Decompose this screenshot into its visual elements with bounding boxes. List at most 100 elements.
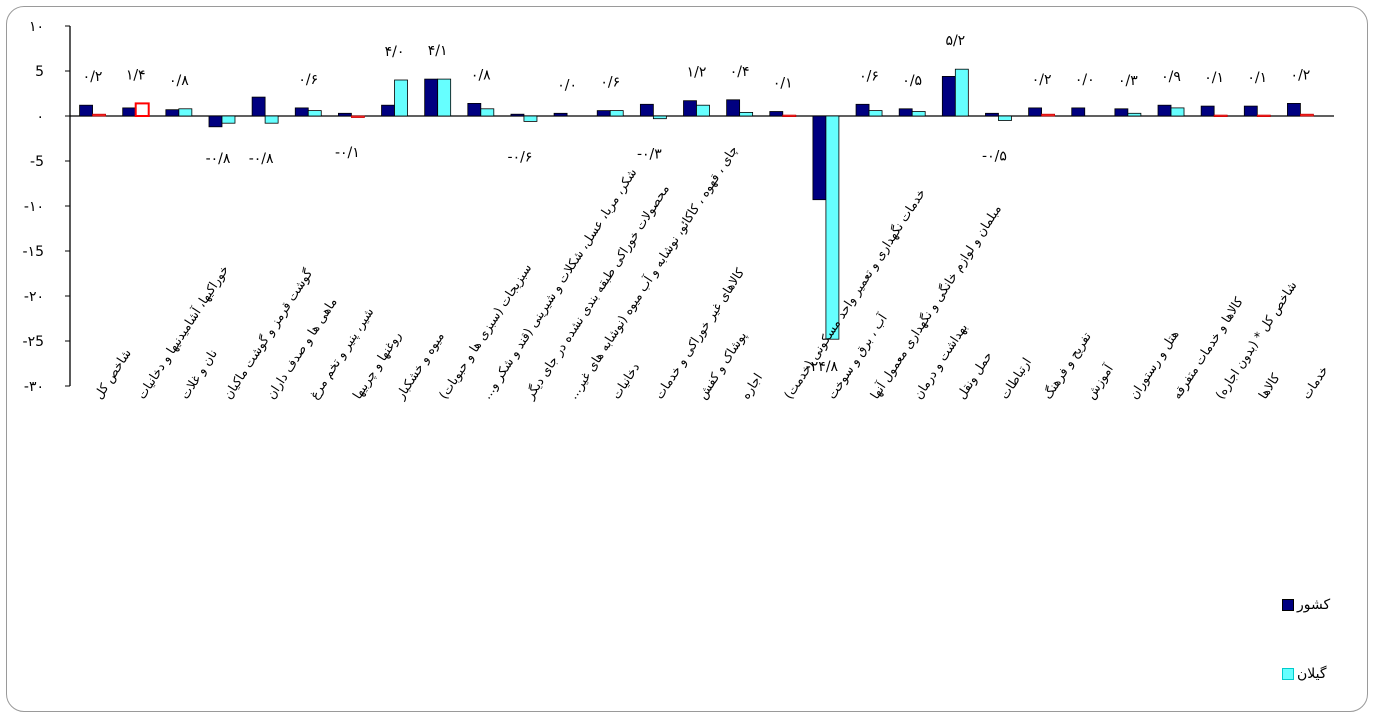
data-label: -۰/۶ — [508, 149, 533, 165]
y-tick-label: -۳۰ — [24, 379, 44, 395]
data-label: ۰/۰ — [557, 77, 577, 93]
legend-item-gilan: گیلان — [1282, 666, 1327, 682]
y-tick-label: ۰ — [36, 109, 44, 125]
data-label: -۲۴/۸ — [806, 359, 839, 375]
category-label: اجاره — [738, 370, 766, 402]
data-label: ۰/۲ — [1032, 72, 1052, 88]
bar-country — [1114, 108, 1129, 117]
bar-gilan — [1127, 112, 1142, 117]
data-label: ۰/۸ — [169, 73, 189, 89]
data-label: ۰/۱ — [1204, 70, 1224, 86]
data-label: ۰/۱ — [773, 76, 793, 92]
bar-gilan — [609, 110, 624, 117]
bar-country — [1287, 103, 1301, 117]
bar-gilan — [1300, 113, 1314, 117]
bar-country — [122, 107, 137, 117]
data-label: ۴/۰ — [385, 44, 405, 60]
bar-country — [898, 108, 913, 117]
category-label: نان و غلات — [177, 346, 221, 402]
bar-gilan — [739, 112, 754, 117]
data-label: ۰/۶ — [600, 75, 620, 91]
category-label: شاخص کل — [91, 346, 135, 402]
bar-gilan — [394, 79, 408, 117]
data-label: -۰/۸ — [249, 151, 274, 167]
bar-country — [251, 96, 266, 117]
chart-frame — [6, 6, 1368, 712]
bar-country — [683, 100, 697, 117]
bar-gilan — [998, 115, 1012, 121]
data-label: -۰/۵ — [982, 149, 1007, 165]
y-tick-label: -۱5 — [23, 244, 44, 260]
data-label: -۰/۳ — [637, 147, 662, 163]
legend-label-country: کشور — [1297, 597, 1331, 613]
data-label: ۰/۶ — [298, 72, 318, 88]
bar-country — [381, 104, 395, 117]
bar-gilan — [264, 115, 279, 124]
y-tick-label: -5 — [30, 154, 44, 170]
bar-gilan — [782, 114, 797, 117]
bar-country — [855, 103, 870, 117]
data-label: ۰/۵ — [902, 73, 922, 89]
bar-gilan — [134, 102, 150, 118]
category-label: دخانیات — [608, 360, 642, 402]
bar-country — [1200, 105, 1215, 117]
legend-label-gilan: گیلان — [1297, 666, 1327, 682]
category-label: کالاها — [1255, 371, 1282, 402]
bar-gilan — [1170, 107, 1185, 117]
data-label: ۰/۱ — [1247, 70, 1267, 86]
y-tick-label: -۲۰ — [24, 289, 44, 305]
bar-country — [79, 104, 93, 117]
bar-gilan — [437, 78, 452, 117]
legend-swatch-gilan — [1282, 668, 1294, 680]
data-label: ۱/۴ — [126, 67, 146, 83]
bar-country — [510, 113, 525, 117]
y-tick-label: -۱۰ — [24, 199, 44, 215]
data-label: ۰/۸ — [471, 67, 491, 83]
bar-country — [1028, 107, 1043, 117]
bar-country — [769, 111, 784, 117]
bar-gilan — [480, 108, 495, 117]
bar-gilan — [696, 104, 710, 117]
category-label: حمل ونقل — [953, 348, 996, 402]
bar-country — [294, 107, 309, 117]
data-label: ۵/۲ — [945, 33, 965, 49]
category-label: شاخص کل * (بدون اجاره) — [1212, 278, 1300, 402]
data-label: ۰/۳ — [1118, 73, 1138, 89]
bar-country — [1071, 107, 1086, 117]
bar-country — [467, 103, 482, 117]
bar-gilan — [825, 115, 840, 340]
bar-gilan — [178, 108, 193, 117]
bar-gilan — [868, 110, 883, 117]
bar-gilan — [1213, 114, 1228, 117]
data-label: ۰/۰ — [1075, 72, 1095, 88]
data-label: -۰/۱ — [335, 145, 360, 161]
category-label: خوراکیها، آشامیدنیها و دخانیات — [134, 262, 233, 402]
category-label: شکر، مربا، عسل، شکلات و شیرینی (قند و شک… — [479, 165, 641, 402]
y-tick-label: -۲5 — [23, 334, 44, 350]
bar-country — [596, 110, 611, 117]
bar-gilan — [350, 115, 365, 118]
bar-country — [165, 109, 180, 117]
bar-country — [985, 112, 999, 117]
bar-gilan — [954, 68, 969, 117]
category-label: ارتباطات — [996, 355, 1035, 402]
bar-gilan — [652, 115, 667, 120]
data-label: -۰/۸ — [206, 151, 231, 167]
data-label: ۰/۴ — [730, 64, 750, 80]
data-label: ۰/۲ — [1291, 67, 1311, 83]
bar-gilan — [1256, 114, 1271, 117]
bar-country — [1243, 105, 1258, 117]
y-tick-label: 5 — [35, 64, 44, 80]
bar-country — [639, 103, 654, 117]
data-label: ۰/۹ — [1161, 69, 1181, 85]
bar-country — [553, 112, 568, 117]
bar-country — [208, 115, 223, 128]
category-label: آموزش — [1083, 361, 1117, 402]
bar-country — [941, 76, 956, 117]
bar-gilan — [221, 115, 236, 124]
category-label: کالاها و خدمات متفرقه — [1169, 294, 1247, 402]
bar-gilan — [1041, 113, 1056, 117]
legend-swatch-country — [1282, 599, 1294, 611]
bar-gilan — [911, 111, 926, 117]
